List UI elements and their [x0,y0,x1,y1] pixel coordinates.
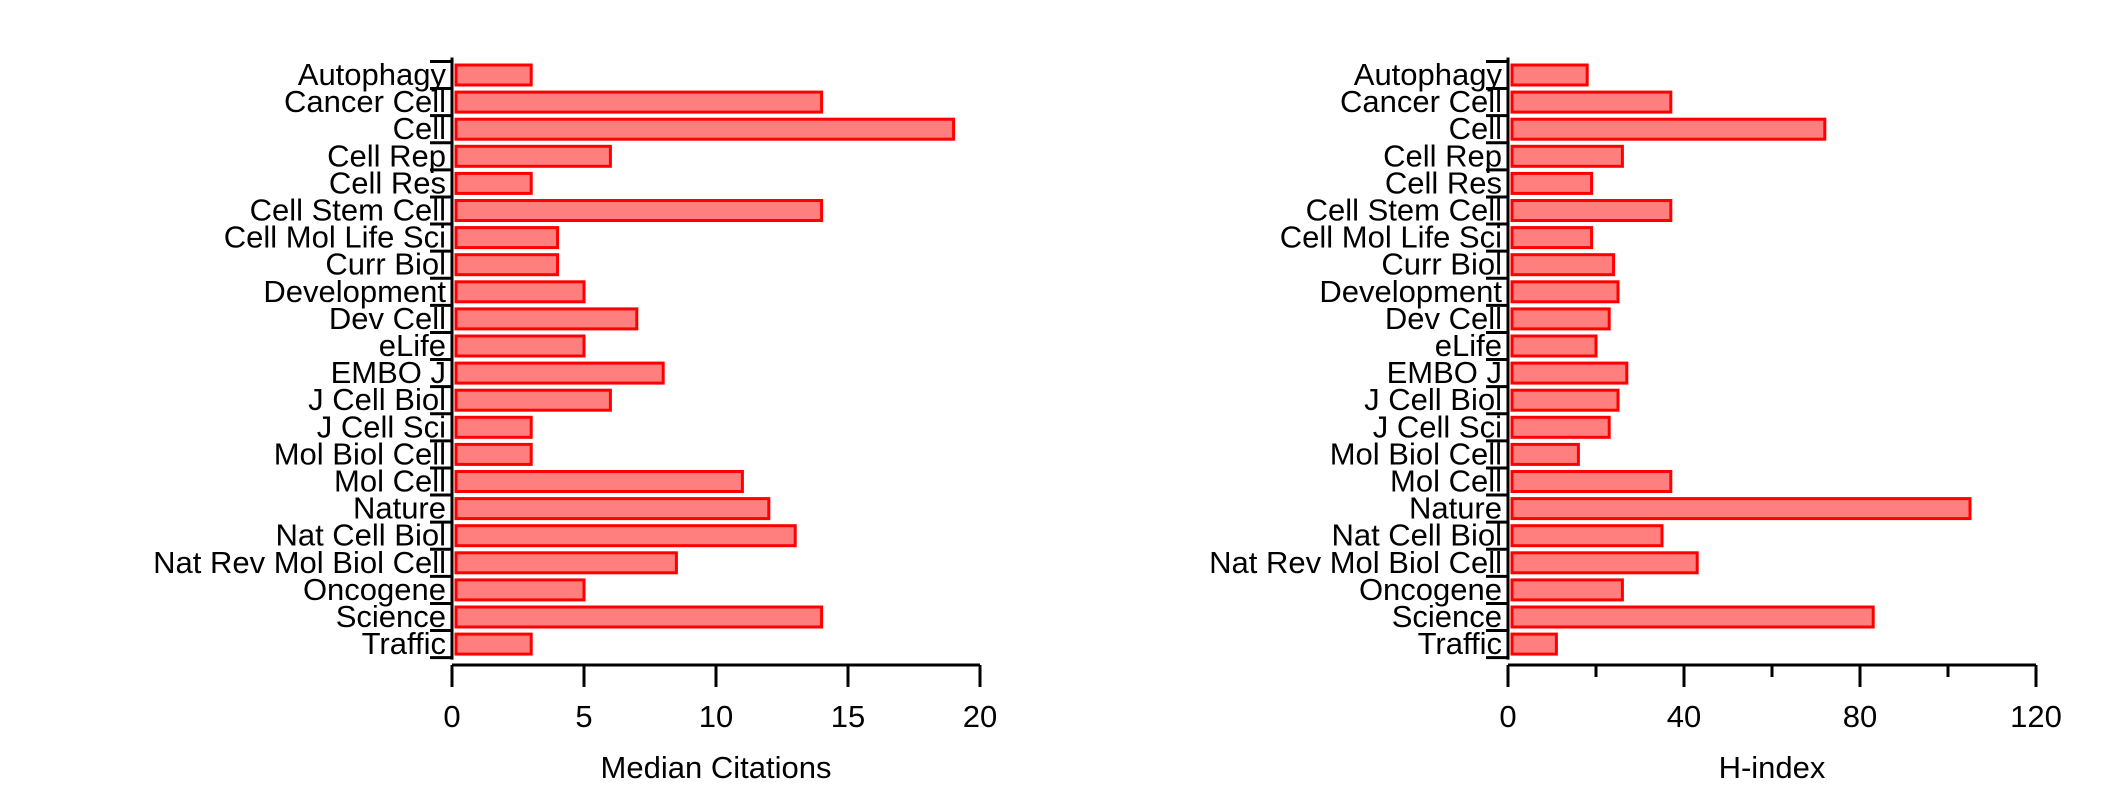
hindex-value-tick-label: 80 [1843,699,1877,734]
median-category-label-cancer-cell: Cancer Cell [284,84,446,119]
hindex-bar-elife [1510,334,1598,358]
median-category-label-mol-biol-cell: Mol Biol Cell [274,436,446,471]
hindex-bar-dev-cell [1510,307,1611,331]
hindex-bar-cell-mol-life-sci [1510,226,1594,250]
median-bar-j-cell-biol [454,388,612,412]
median-category-label-nat-cell-biol: Nat Cell Biol [275,518,446,553]
median-bar-cell-mol-life-sci [454,226,560,250]
median-value-tick-label: 5 [575,699,592,734]
hindex-bar-traffic [1510,632,1558,656]
median-category-label-nat-rev-mol-biol-cell: Nat Rev Mol Biol Cell [153,545,446,580]
hindex-bar-cell [1510,117,1827,141]
hindex-category-label-nat-rev-mol-biol-cell: Nat Rev Mol Biol Cell [1209,545,1502,580]
hindex-category-label-j-cell-biol: J Cell Biol [1364,382,1502,417]
median-bar-embo-j [454,361,665,385]
median-category-label-cell-res: Cell Res [329,165,446,200]
median-value-tick-label: 0 [443,699,460,734]
hindex-category-label-cancer-cell: Cancer Cell [1340,84,1502,119]
median-category-label-mol-cell: Mol Cell [334,464,446,499]
median-category-label-autophagy: Autophagy [298,57,447,92]
hindex-category-label-embo-j: EMBO J [1387,355,1502,390]
hindex-bar-nat-rev-mol-biol-cell [1510,551,1699,575]
median-bar-cell [454,117,956,141]
median-bar-nature [454,497,771,521]
median-bar-science [454,605,824,629]
median-bar-nat-cell-biol [454,524,797,548]
median-category-label-j-cell-sci: J Cell Sci [317,409,446,444]
median-category-label-cell-rep: Cell Rep [327,138,446,173]
median-category-label-cell-stem-cell: Cell Stem Cell [250,193,446,228]
hindex-category-label-nat-cell-biol: Nat Cell Biol [1331,518,1502,553]
median-bar-cell-res [454,171,533,195]
hindex-bar-curr-biol [1510,253,1616,277]
hindex-value-tick-label: 0 [1499,699,1516,734]
hindex-category-label-j-cell-sci: J Cell Sci [1373,409,1502,444]
median-bar-mol-cell [454,470,744,493]
median-bar-nat-rev-mol-biol-cell [454,551,678,575]
hindex-axis-title: H-index [1719,750,1826,785]
hindex-category-label-development: Development [1319,274,1502,309]
median-bar-mol-biol-cell [454,442,533,466]
median-category-label-j-cell-biol: J Cell Biol [308,382,446,417]
median-category-label-dev-cell: Dev Cell [329,301,446,336]
hindex-bar-nat-cell-biol [1510,524,1664,548]
hindex-category-label-cell-mol-life-sci: Cell Mol Life Sci [1280,220,1502,255]
median-bar-elife [454,334,586,358]
hindex-value-tick-label: 40 [1667,699,1701,734]
hindex-bar-nature [1510,497,1972,521]
hindex-bar-oncogene [1510,578,1624,602]
hindex-bar-mol-biol-cell [1510,442,1580,466]
hindex-bar-embo-j [1510,361,1629,385]
hindex-category-label-dev-cell: Dev Cell [1385,301,1502,336]
median-bar-autophagy [454,63,533,87]
hindex-category-label-mol-biol-cell: Mol Biol Cell [1330,436,1502,471]
median-category-label-science: Science [336,599,446,634]
median-category-label-development: Development [263,274,446,309]
median-bar-cell-stem-cell [454,199,824,222]
median-category-label-embo-j: EMBO J [331,355,446,390]
hindex-category-label-science: Science [1392,599,1502,634]
hindex-bar-mol-cell [1510,470,1673,493]
median-axis-title: Median Citations [601,750,832,785]
median-bar-curr-biol [454,253,560,277]
hindex-category-label-cell-stem-cell: Cell Stem Cell [1306,193,1502,228]
hindex-category-label-autophagy: Autophagy [1354,57,1503,92]
median-category-label-oncogene: Oncogene [303,572,446,607]
median-value-tick-label: 10 [699,699,733,734]
hindex-bar-autophagy [1510,63,1589,87]
median-bar-traffic [454,632,533,656]
hindex-bar-development [1510,280,1620,304]
hindex-category-label-curr-biol: Curr Biol [1381,247,1502,282]
median-bar-j-cell-sci [454,415,533,439]
median-bar-dev-cell [454,307,639,331]
hindex-category-label-cell-rep: Cell Rep [1383,138,1502,173]
median-bar-oncogene [454,578,586,602]
median-bar-cell-rep [454,144,612,168]
hindex-bar-cell-stem-cell [1510,199,1673,222]
median-category-label-curr-biol: Curr Biol [325,247,446,282]
hindex-bar-cell-rep [1510,144,1624,168]
hindex-bar-j-cell-sci [1510,415,1611,439]
median-bar-development [454,280,586,304]
hindex-bar-science [1510,605,1875,629]
median-value-tick-label: 20 [963,699,997,734]
median-value-tick-label: 15 [831,699,865,734]
hindex-category-label-oncogene: Oncogene [1359,572,1502,607]
hindex-category-label-cell-res: Cell Res [1385,165,1502,200]
median-category-label-cell-mol-life-sci: Cell Mol Life Sci [224,220,446,255]
hindex-bar-cancer-cell [1510,90,1673,114]
hindex-category-label-mol-cell: Mol Cell [1390,464,1502,499]
median-bar-cancer-cell [454,90,824,114]
hindex-value-tick-label: 120 [2010,699,2062,734]
hindex-bar-j-cell-biol [1510,388,1620,412]
hindex-bar-cell-res [1510,171,1594,195]
